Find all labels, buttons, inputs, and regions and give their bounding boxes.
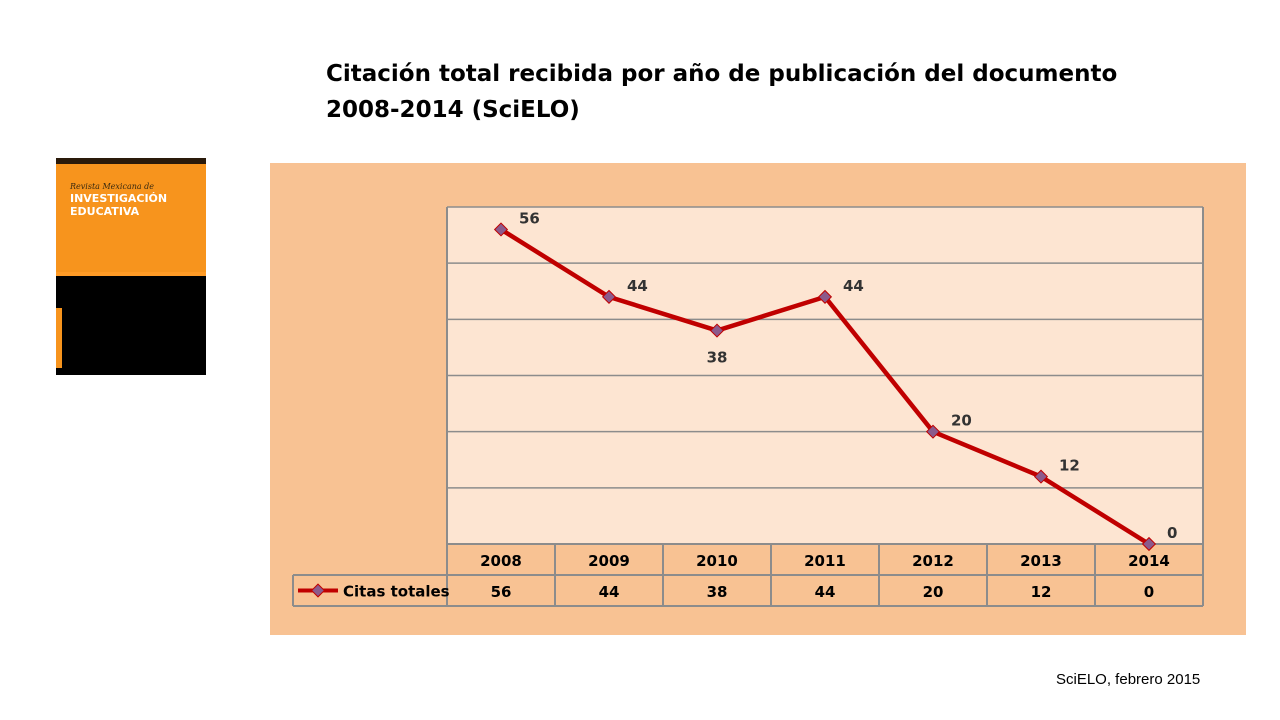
cover-side-mark: [56, 308, 62, 368]
x-tick-label: 2012: [912, 552, 954, 570]
title-line-1: Citación total recibida por año de publi…: [326, 61, 1118, 87]
data-table-value: 44: [599, 583, 620, 601]
x-tick-label: 2010: [696, 552, 738, 570]
data-table: 2008 56 2009 44 2010 38 2011 44 2012 20 2013 12 2014…: [292, 543, 1204, 607]
chart-marks: 56 44 38 44 20 12 0: [493, 209, 1177, 552]
data-label: 44: [627, 277, 648, 295]
journal-cover-image: Revista Mexicana de INVESTIGACIÓN EDUCAT…: [56, 158, 206, 375]
data-point-marker: [601, 289, 617, 304]
data-table-value: 38: [707, 583, 728, 601]
source-footer: SciELO, febrero 2015: [1056, 671, 1201, 688]
x-tick-label: 2014: [1128, 552, 1170, 570]
x-tick-label: 2013: [1020, 552, 1062, 570]
legend-marker-swatch: [310, 583, 326, 598]
data-label: 38: [707, 349, 728, 367]
data-table-value: 0: [1144, 583, 1154, 601]
data-point-marker: [1033, 469, 1049, 484]
plot-area: [446, 206, 1204, 545]
data-point-marker: [925, 424, 941, 439]
data-table-value: 56: [491, 583, 512, 601]
cover-orange-block: [56, 164, 206, 272]
data-label: 56: [519, 209, 540, 227]
x-tick-label: 2011: [804, 552, 846, 570]
data-table-value: 20: [923, 583, 944, 601]
cover-name-line-1: INVESTIGACIÓN: [70, 192, 168, 205]
title-line-2: 2008-2014 (SciELO): [326, 97, 580, 123]
legend-label: Citas totales: [343, 583, 450, 601]
data-label: 12: [1059, 457, 1080, 475]
page-title: Citación total recibida por año de publi…: [326, 56, 1226, 128]
data-point-marker: [493, 222, 509, 237]
x-tick-label: 2008: [480, 552, 522, 570]
cover-journal-prefix: Revista Mexicana de: [70, 182, 155, 191]
data-point-marker: [709, 323, 725, 338]
data-point-marker: [1141, 536, 1157, 552]
data-point-marker: [817, 289, 833, 304]
data-label: 44: [843, 277, 864, 295]
cover-top-band: [56, 158, 206, 164]
data-label: 20: [951, 412, 972, 430]
cover-orange-strip: [56, 272, 206, 276]
cover-name-line-2: EDUCATIVA: [70, 205, 140, 218]
cover-journal-name: INVESTIGACIÓN EDUCATIVA: [70, 192, 167, 218]
data-table-value: 12: [1031, 583, 1052, 601]
data-table-value: 44: [815, 583, 836, 601]
data-label: 0: [1167, 524, 1177, 542]
x-tick-label: 2009: [588, 552, 630, 570]
line-chart: 2008562009442010382011442012202013122014…: [270, 163, 1246, 635]
